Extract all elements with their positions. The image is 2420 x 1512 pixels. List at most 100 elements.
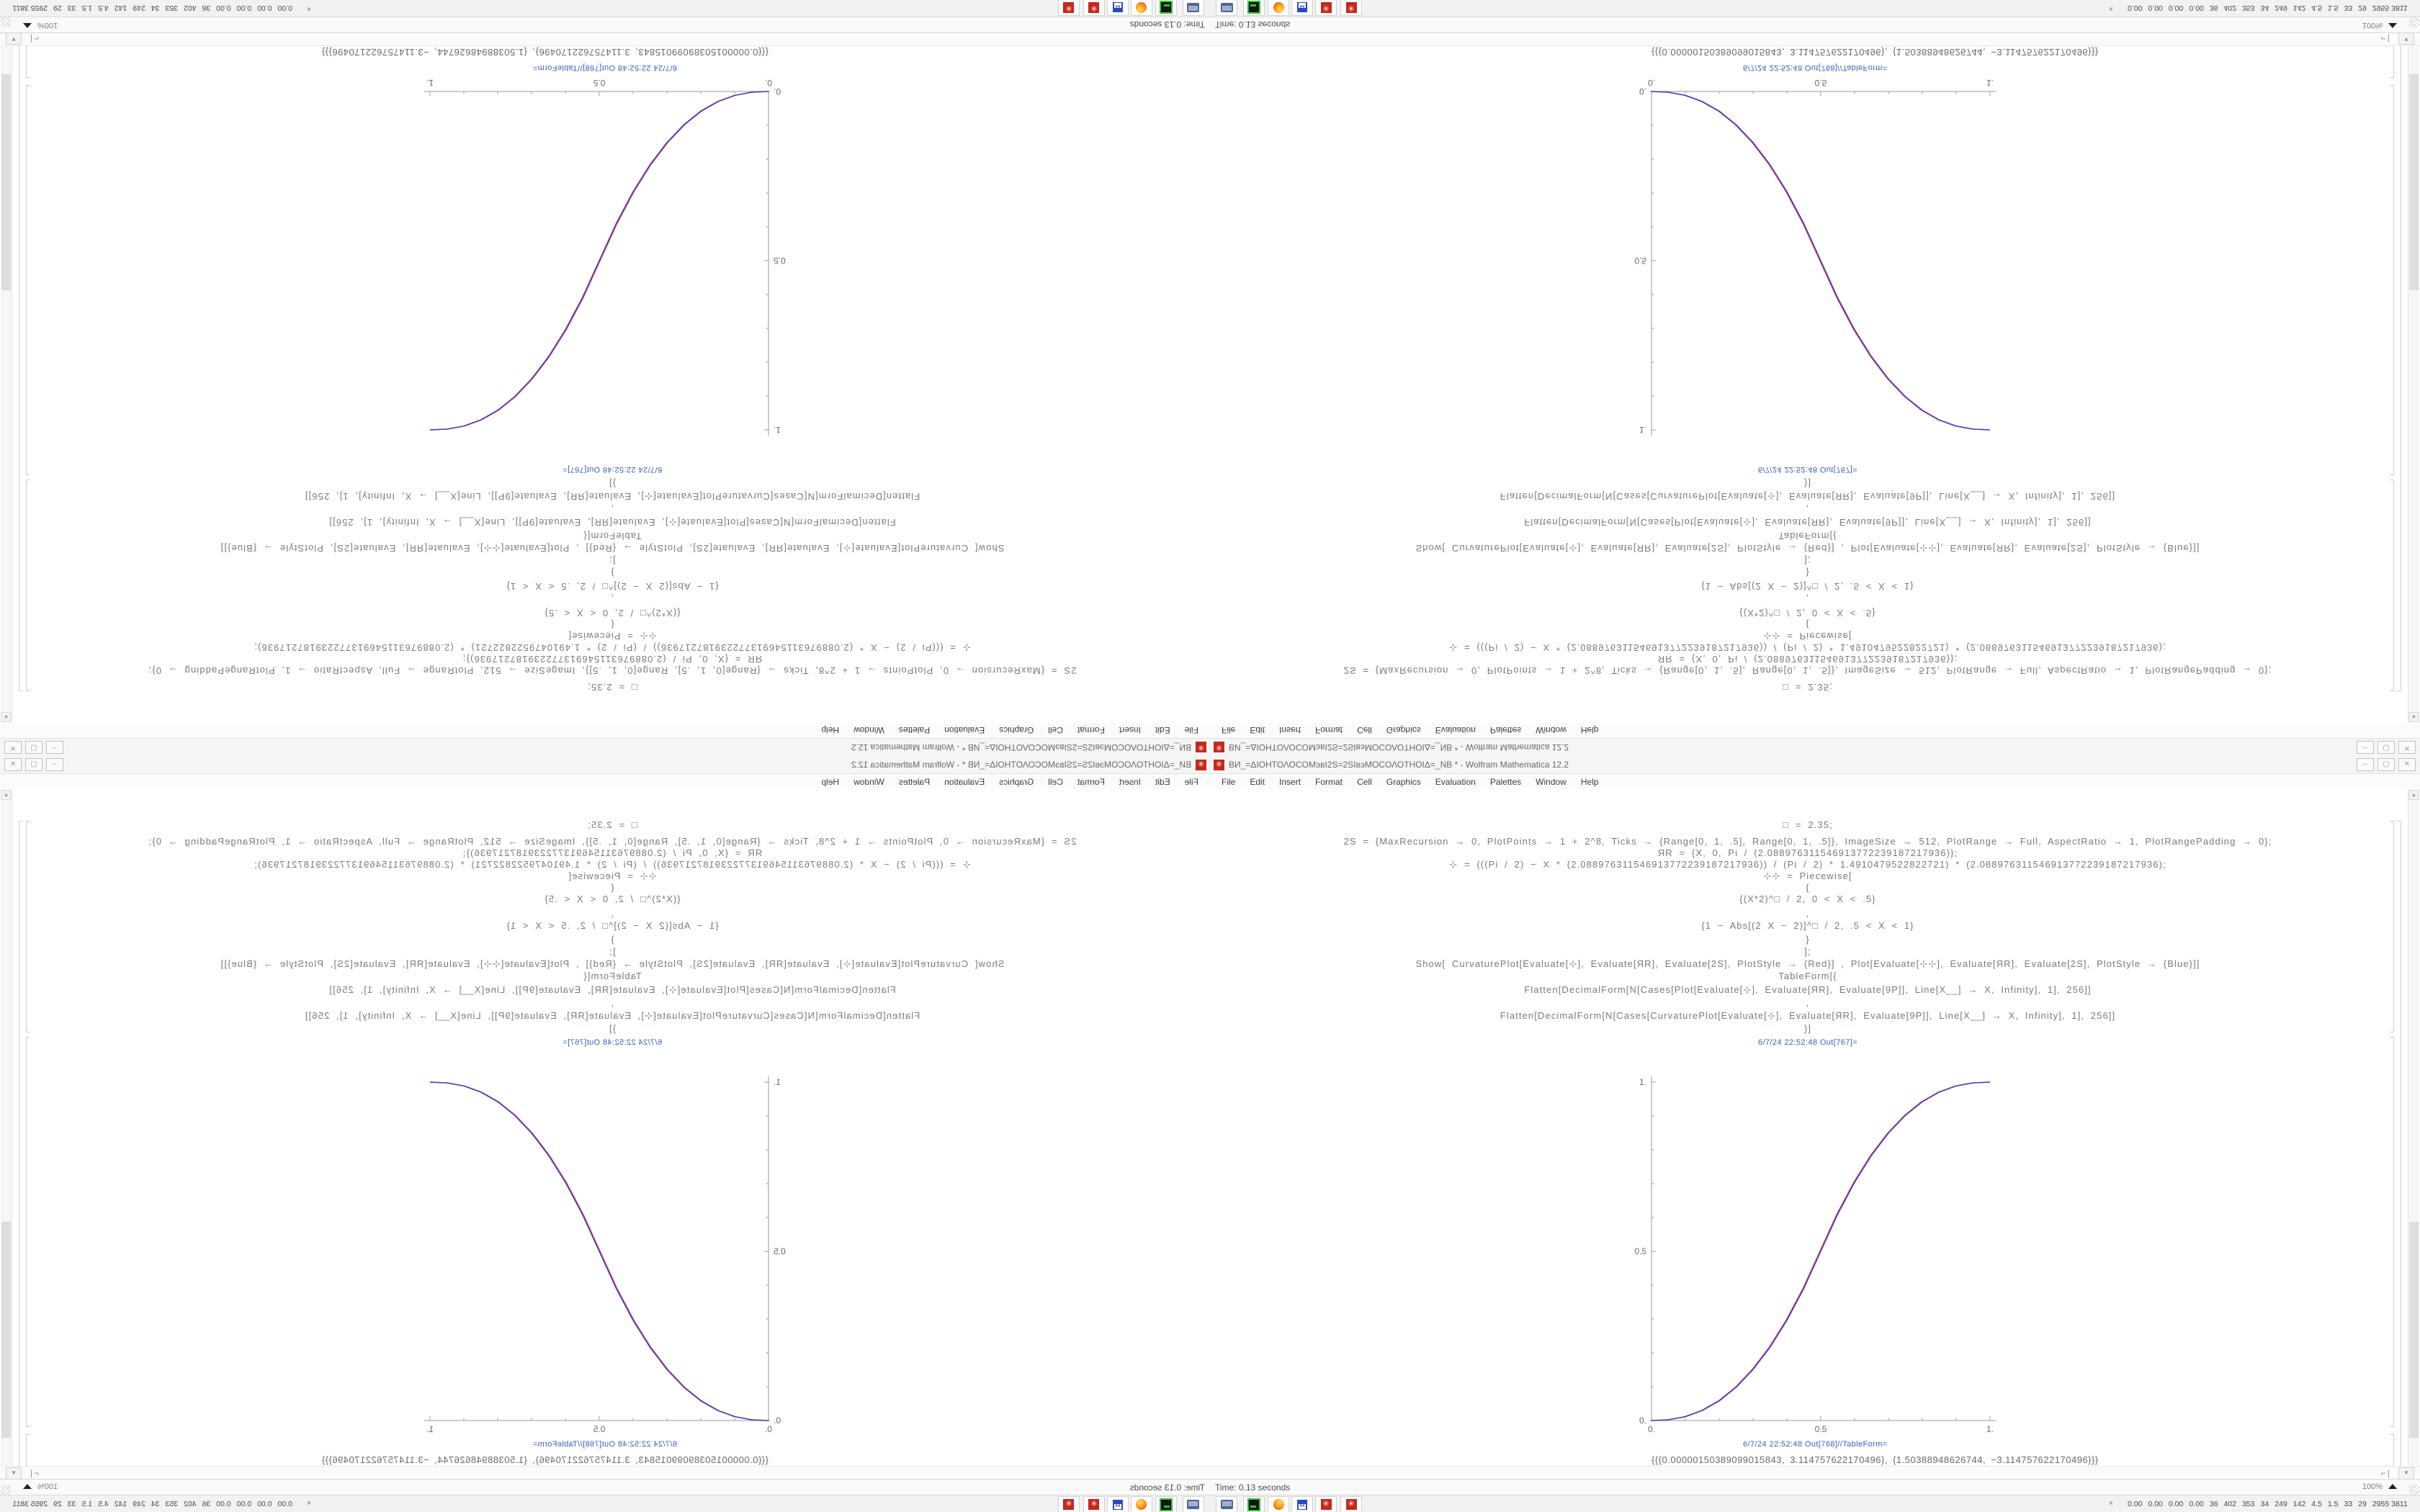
input-line-7[interactable]: {(X*2)^□ / 2, 0 < X < .5} [1739,894,1876,904]
close-button[interactable]: ✕ [4,741,22,754]
menu-item-palettes[interactable]: Palettes [898,776,931,787]
title-bar[interactable]: ✳ ВИ_=ΔΙΟΗΤΟΛΟCOΜэвΙ2S=2SΙвэΜΟCΟΛΟΤΗΟΙΔ=… [0,738,1210,756]
menu-item-file[interactable]: File [1184,725,1198,736]
input-line-16[interactable]: Flatten[DecimalForm[N[Cases[CurvaturePlo… [304,491,920,502]
minimize-button[interactable]: – [2357,741,2374,754]
taskbar-floppy64-icon[interactable] [1291,0,1313,16]
scroll-down-icon[interactable]: ▼ [6,32,22,45]
taskbar-mathematica-1-icon[interactable]: ✳ [1083,1496,1105,1512]
menu-item-insert[interactable]: Insert [1119,776,1141,787]
close-button[interactable]: ✕ [2398,741,2416,754]
taskbar-firefox-icon[interactable] [1268,0,1289,16]
taskbar-mathematica-2-icon[interactable]: ✳ [1058,1496,1080,1512]
cell-bracket-plot-output[interactable] [26,85,30,475]
menu-item-file[interactable]: File [1222,725,1236,736]
input-line-10[interactable]: } [1806,567,1810,578]
input-line-15[interactable]: , [610,997,614,1008]
cell-bracket-plot-output[interactable] [2390,85,2394,475]
input-line-2[interactable]: 2S = {MaxRecursion → 0, PlotPoints → 1 +… [1343,836,2272,847]
vertical-scrollbar[interactable]: ▲ [2408,790,2419,1465]
menu-item-insert[interactable]: Insert [1279,776,1301,787]
resize-grip-icon[interactable] [2409,17,2419,27]
zoom-level[interactable]: 100% [2362,21,2383,30]
resize-grip-icon[interactable] [1,17,11,27]
horizontal-scrollbar-row[interactable]: ⌐| ▼ [1210,32,2420,46]
input-line-6[interactable]: { [610,619,614,630]
cell-bracket-outer-group[interactable] [19,821,23,1486]
resize-grip-icon[interactable] [2409,1485,2419,1495]
vertical-scrollbar-thumb[interactable] [2409,74,2419,290]
vertical-scrollbar-thumb[interactable] [1,74,11,290]
input-line-4[interactable]: ⊹ = (((Pi / 2) − X * (2.0889763115469137… [1449,642,2166,653]
taskbar-floppy64-icon[interactable] [1107,1496,1129,1512]
input-line-14[interactable]: Flatten[DecimalForm[N[Cases[Plot[Evaluat… [1524,984,2092,995]
input-line-5[interactable]: ⊹⊹ = Piecewise[ [1763,631,1852,642]
title-bar[interactable]: ✳ ВИ_=ΔΙΟΗΤΟΛΟCOΜэвΙ2S=2SΙвэΜΟCΟΛΟΤΗΟΙΔ=… [1210,756,2420,774]
cell-bracket-outer-group[interactable] [2397,26,2401,691]
minimize-button[interactable]: – [46,758,63,771]
input-line-15[interactable]: , [1806,997,1810,1008]
resize-grip-icon[interactable] [1,1485,11,1495]
menu-item-help[interactable]: Help [1580,776,1599,787]
zoom-popup-icon[interactable] [2388,1484,2397,1489]
menu-item-graphics[interactable]: Graphics [1386,776,1421,787]
input-line-12[interactable]: Show[ CurvaturePlot[Evaluate[⊹], Evaluat… [220,543,1005,554]
zoom-level[interactable]: 100% [37,21,58,30]
menu-item-cell[interactable]: Cell [1048,725,1063,736]
input-line-3[interactable]: ЯR = {X, 0, Pi / (2.08897631154691377223… [462,654,763,665]
input-line-3[interactable]: ЯR = {X, 0, Pi / (2.08897631154691377223… [462,847,763,858]
input-line-1[interactable]: □ = 2.35; [587,682,637,693]
input-line-4[interactable]: ⊹ = (((Pi / 2) − X * (2.0889763115469137… [254,642,971,653]
notebook-content[interactable]: □ = 2.35; 2S = {MaxRecursion → 0, PlotPoi… [0,789,1210,1486]
taskbar-floppy64-icon[interactable] [1107,0,1129,16]
input-line-9[interactable]: {1 − Abs[(2 X − 2)]^□ / 2, .5 < X < 1} [506,920,719,931]
input-line-8[interactable]: , [1806,593,1810,604]
taskbar-mathematica-2-icon[interactable]: ✳ [1340,1496,1362,1512]
input-line-1[interactable]: □ = 2.35; [1783,682,1833,693]
scroll-up-icon[interactable]: ▲ [2408,790,2419,800]
input-line-4[interactable]: ⊹ = (((Pi / 2) − X * (2.0889763115469137… [1449,859,2166,870]
zoom-popup-icon[interactable] [23,1484,32,1489]
input-line-16[interactable]: Flatten[DecimalForm[N[Cases[CurvaturePlo… [1500,1010,2116,1021]
cell-bracket-plot-output[interactable] [26,1037,30,1427]
input-line-2[interactable]: 2S = {MaxRecursion → 0, PlotPoints → 1 +… [1343,665,2272,676]
menu-item-evaluation[interactable]: Evaluation [944,725,985,736]
taskbar-mathematica-1-icon[interactable]: ✳ [1315,1496,1337,1512]
taskbar-system-monitor-icon[interactable] [1183,0,1204,16]
notebook-content[interactable]: □ = 2.35; 2S = {MaxRecursion → 0, PlotPoi… [1210,789,2420,1486]
cell-insertion-icons[interactable]: ⌐| [2380,1468,2391,1478]
menu-item-palettes[interactable]: Palettes [1489,725,1522,736]
input-line-8[interactable]: , [610,593,614,604]
scroll-down-icon[interactable]: ▼ [6,1467,22,1480]
input-line-5[interactable]: ⊹⊹ = Piecewise[ [568,631,657,642]
input-line-5[interactable]: ⊹⊹ = Piecewise[ [568,870,657,881]
menu-item-help[interactable]: Help [1580,725,1599,736]
input-line-12[interactable]: Show[ CurvaturePlot[Evaluate[⊹], Evaluat… [1415,958,2200,969]
menu-item-palettes[interactable]: Palettes [1489,776,1522,787]
input-line-7[interactable]: {(X*2)^□ / 2, 0 < X < .5} [544,894,681,904]
input-line-15[interactable]: , [610,504,614,515]
taskbar-firefox-icon[interactable] [1131,1496,1152,1512]
maximize-button[interactable]: ▢ [2378,741,2395,754]
menu-item-palettes[interactable]: Palettes [898,725,931,736]
minimize-button[interactable]: – [2357,758,2374,771]
menu-item-edit[interactable]: Edit [1250,776,1265,787]
input-line-1[interactable]: □ = 2.35; [1783,819,1833,830]
horizontal-scrollbar-row[interactable]: ⌐| ▼ [0,32,1210,46]
menu-item-window[interactable]: Window [1536,725,1567,736]
taskbar-disk-utility-icon[interactable] [1243,1496,1265,1512]
taskbar-system-monitor-icon[interactable] [1183,1496,1204,1512]
scroll-down-icon[interactable]: ▼ [2398,32,2414,45]
menu-item-graphics[interactable]: Graphics [999,725,1034,736]
tray-expand-icon[interactable]: « [305,6,313,12]
close-button[interactable]: ✕ [2398,758,2416,771]
notebook-content[interactable]: □ = 2.35; 2S = {MaxRecursion → 0, PlotPoi… [1210,26,2420,723]
input-line-17[interactable]: }] [1803,1023,1812,1034]
input-line-11[interactable]: ]; [1804,555,1811,566]
input-line-5[interactable]: ⊹⊹ = Piecewise[ [1763,870,1852,881]
minimize-button[interactable]: – [46,741,63,754]
zoom-popup-icon[interactable] [23,23,32,28]
taskbar-floppy64-icon[interactable] [1291,1496,1313,1512]
menu-item-cell[interactable]: Cell [1357,725,1372,736]
taskbar-disk-utility-icon[interactable] [1155,0,1177,16]
